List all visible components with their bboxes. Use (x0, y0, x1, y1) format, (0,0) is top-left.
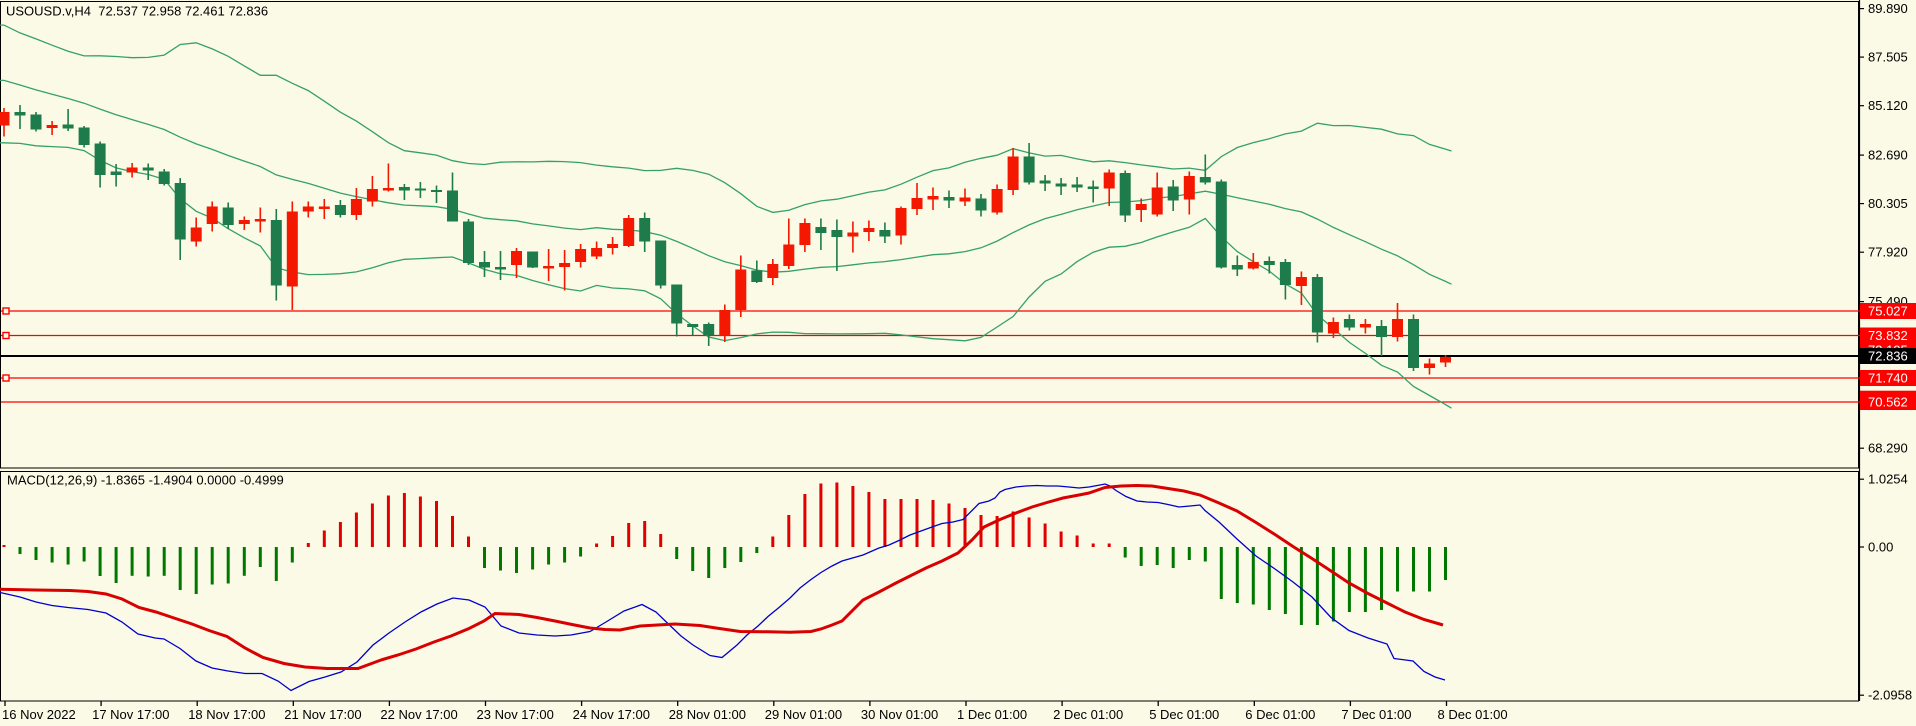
svg-text:18 Nov 17:00: 18 Nov 17:00 (188, 707, 265, 722)
svg-text:85.120: 85.120 (1868, 98, 1908, 113)
svg-text:30 Nov 01:00: 30 Nov 01:00 (861, 707, 938, 722)
svg-text:71.740: 71.740 (1868, 371, 1908, 386)
svg-text:8 Dec 01:00: 8 Dec 01:00 (1438, 707, 1508, 722)
svg-text:16 Nov 2022: 16 Nov 2022 (2, 707, 76, 722)
svg-text:21 Nov 17:00: 21 Nov 17:00 (284, 707, 361, 722)
svg-text:73.832: 73.832 (1868, 328, 1908, 343)
svg-text:29 Nov 01:00: 29 Nov 01:00 (765, 707, 842, 722)
svg-text:75.027: 75.027 (1868, 304, 1908, 319)
svg-text:80.305: 80.305 (1868, 196, 1908, 211)
svg-text:89.890: 89.890 (1868, 1, 1908, 16)
svg-text:28 Nov 01:00: 28 Nov 01:00 (669, 707, 746, 722)
svg-text:7 Dec 01:00: 7 Dec 01:00 (1341, 707, 1411, 722)
svg-text:87.505: 87.505 (1868, 50, 1908, 65)
svg-text:0.00: 0.00 (1868, 540, 1893, 555)
svg-text:23 Nov 17:00: 23 Nov 17:00 (477, 707, 554, 722)
svg-text:1.0254: 1.0254 (1868, 472, 1908, 487)
svg-text:24 Nov 17:00: 24 Nov 17:00 (573, 707, 650, 722)
svg-text:70.562: 70.562 (1868, 395, 1908, 410)
svg-text:USOUSD.v,H4 72.537 72.958 72.: USOUSD.v,H4 72.537 72.958 72.461 72.836 (6, 4, 268, 19)
svg-text:22 Nov 17:00: 22 Nov 17:00 (380, 707, 457, 722)
svg-text:77.920: 77.920 (1868, 245, 1908, 260)
svg-text:MACD(12,26,9) -1.8365 -1.4904: MACD(12,26,9) -1.8365 -1.4904 0.0000 -0.… (7, 473, 284, 488)
svg-text:68.290: 68.290 (1868, 441, 1908, 456)
svg-text:2 Dec 01:00: 2 Dec 01:00 (1053, 707, 1123, 722)
svg-text:1 Dec 01:00: 1 Dec 01:00 (957, 707, 1027, 722)
svg-text:17 Nov 17:00: 17 Nov 17:00 (92, 707, 169, 722)
svg-text:72.836: 72.836 (1868, 349, 1908, 364)
svg-text:5 Dec 01:00: 5 Dec 01:00 (1149, 707, 1219, 722)
svg-text:6 Dec 01:00: 6 Dec 01:00 (1245, 707, 1315, 722)
svg-text:-2.0958: -2.0958 (1868, 688, 1912, 703)
svg-text:82.690: 82.690 (1868, 148, 1908, 163)
